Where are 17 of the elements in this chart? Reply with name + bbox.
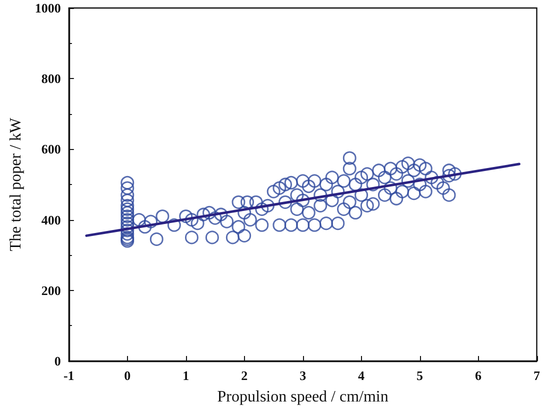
x-axis-title: Propulsion speed / cm/min bbox=[217, 388, 388, 406]
y-tick-label: 800 bbox=[41, 71, 61, 86]
x-tick-label: 6 bbox=[475, 368, 482, 383]
y-tick-label: 1000 bbox=[34, 0, 61, 16]
y-tick-label: 200 bbox=[41, 282, 61, 298]
y-tick-label: 0 bbox=[54, 354, 61, 368]
x-tick-label: 0 bbox=[124, 368, 131, 383]
y-axis-title: The total poper / kW bbox=[8, 116, 24, 252]
x-tick-label: 1 bbox=[182, 368, 190, 383]
y-tick-label: 400 bbox=[41, 212, 61, 228]
x-tick-label: 7 bbox=[534, 368, 540, 383]
x-tick-label: 3 bbox=[300, 368, 307, 383]
x-tick-label: -1 bbox=[63, 368, 74, 383]
y-tick-label: 600 bbox=[41, 142, 61, 157]
x-tick-label: 4 bbox=[358, 368, 366, 383]
x-tick-label: 2 bbox=[241, 368, 248, 383]
x-tick-label: 5 bbox=[416, 368, 424, 383]
